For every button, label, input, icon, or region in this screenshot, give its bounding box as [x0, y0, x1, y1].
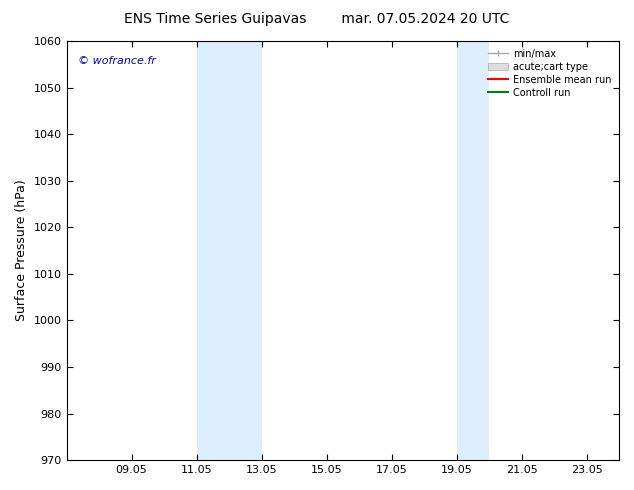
Text: ENS Time Series Guipavas        mar. 07.05.2024 20 UTC: ENS Time Series Guipavas mar. 07.05.2024… [124, 12, 510, 26]
Bar [197, 41, 262, 460]
Text: © wofrance.fr: © wofrance.fr [77, 56, 155, 66]
Y-axis label: Surface Pressure (hPa): Surface Pressure (hPa) [15, 180, 28, 321]
Legend: min/max, acute;cart type, Ensemble mean run, Controll run: min/max, acute;cart type, Ensemble mean … [486, 46, 614, 100]
Bar [456, 41, 489, 460]
